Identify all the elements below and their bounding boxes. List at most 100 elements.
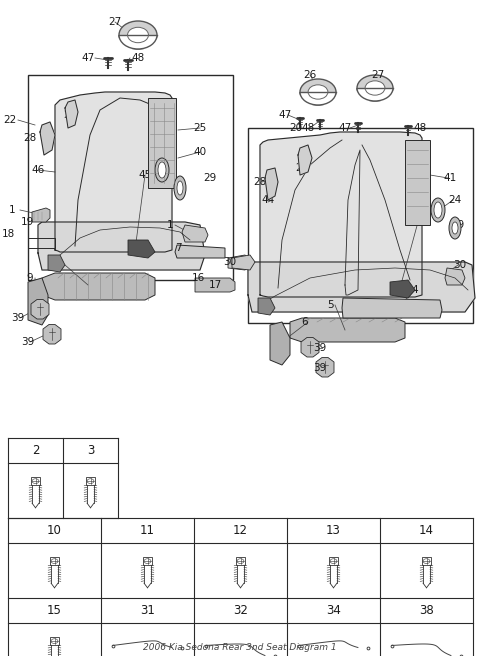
Text: 20: 20 bbox=[289, 123, 302, 133]
Bar bbox=[236, 557, 245, 565]
Text: 21: 21 bbox=[295, 163, 309, 173]
Text: 47: 47 bbox=[82, 53, 95, 63]
Bar bbox=[248, 128, 473, 323]
Polygon shape bbox=[32, 208, 50, 222]
Polygon shape bbox=[195, 278, 235, 292]
Text: 10: 10 bbox=[47, 524, 62, 537]
Ellipse shape bbox=[431, 198, 445, 222]
Polygon shape bbox=[28, 278, 48, 325]
Text: 48: 48 bbox=[301, 123, 314, 133]
Text: 29: 29 bbox=[204, 173, 216, 183]
Polygon shape bbox=[55, 92, 172, 252]
Polygon shape bbox=[48, 255, 65, 272]
Ellipse shape bbox=[177, 181, 183, 195]
Polygon shape bbox=[265, 168, 278, 200]
Polygon shape bbox=[301, 337, 319, 357]
Text: 44: 44 bbox=[262, 195, 275, 205]
Text: 14: 14 bbox=[419, 524, 434, 537]
Text: 8: 8 bbox=[57, 260, 63, 270]
Bar bbox=[119, 36, 157, 49]
Bar bbox=[148, 98, 176, 188]
Text: 22: 22 bbox=[3, 115, 17, 125]
Text: 23: 23 bbox=[63, 110, 77, 120]
Polygon shape bbox=[228, 255, 250, 270]
Polygon shape bbox=[290, 318, 405, 342]
Polygon shape bbox=[31, 300, 49, 319]
Text: 31: 31 bbox=[140, 604, 155, 617]
Text: 47: 47 bbox=[338, 123, 352, 133]
Text: 18: 18 bbox=[1, 229, 14, 239]
Text: 26: 26 bbox=[303, 70, 317, 80]
Text: 38: 38 bbox=[419, 604, 434, 617]
Text: 39: 39 bbox=[313, 343, 326, 353]
Ellipse shape bbox=[357, 75, 393, 101]
Text: 27: 27 bbox=[372, 70, 384, 80]
Text: 40: 40 bbox=[193, 147, 206, 157]
Bar bbox=[405, 140, 430, 225]
Text: 46: 46 bbox=[31, 165, 45, 175]
Text: 7: 7 bbox=[175, 243, 181, 253]
Text: 32: 32 bbox=[233, 604, 248, 617]
Polygon shape bbox=[175, 245, 225, 258]
Polygon shape bbox=[65, 100, 78, 128]
Ellipse shape bbox=[434, 202, 442, 218]
Polygon shape bbox=[270, 322, 290, 365]
Polygon shape bbox=[40, 122, 55, 155]
Polygon shape bbox=[342, 298, 442, 318]
Text: 30: 30 bbox=[454, 260, 467, 270]
Bar bbox=[28, 75, 233, 280]
Bar bbox=[329, 557, 338, 565]
Polygon shape bbox=[390, 280, 415, 298]
Polygon shape bbox=[182, 225, 208, 242]
Ellipse shape bbox=[128, 28, 148, 43]
Text: 39: 39 bbox=[313, 363, 326, 373]
Polygon shape bbox=[316, 358, 334, 377]
Polygon shape bbox=[298, 145, 312, 175]
Bar bbox=[300, 93, 336, 105]
Bar bbox=[49, 557, 60, 565]
Bar bbox=[85, 477, 96, 485]
Bar bbox=[143, 557, 153, 565]
Text: 13: 13 bbox=[326, 524, 341, 537]
Text: 24: 24 bbox=[448, 195, 462, 205]
Text: 17: 17 bbox=[208, 280, 222, 290]
Text: 39: 39 bbox=[12, 313, 24, 323]
Text: 3: 3 bbox=[87, 444, 94, 457]
Bar bbox=[49, 637, 60, 645]
Ellipse shape bbox=[174, 176, 186, 200]
Text: 6: 6 bbox=[302, 317, 308, 327]
Text: 27: 27 bbox=[108, 17, 121, 27]
Polygon shape bbox=[43, 325, 61, 344]
Polygon shape bbox=[445, 268, 465, 285]
Polygon shape bbox=[38, 222, 205, 270]
Text: 2: 2 bbox=[32, 444, 39, 457]
Text: 15: 15 bbox=[47, 604, 62, 617]
Text: 25: 25 bbox=[193, 123, 206, 133]
Polygon shape bbox=[232, 255, 255, 270]
Ellipse shape bbox=[308, 85, 328, 99]
Polygon shape bbox=[128, 240, 155, 258]
Text: 43: 43 bbox=[413, 217, 427, 227]
Text: 16: 16 bbox=[192, 273, 204, 283]
Text: 2006 Kia Sedona Rear 3nd Seat Diagram 1: 2006 Kia Sedona Rear 3nd Seat Diagram 1 bbox=[143, 643, 337, 652]
Text: 47: 47 bbox=[278, 110, 292, 120]
Text: 28: 28 bbox=[253, 177, 266, 187]
Polygon shape bbox=[260, 132, 422, 297]
Bar bbox=[357, 89, 393, 101]
Ellipse shape bbox=[158, 162, 166, 178]
Text: 11: 11 bbox=[140, 524, 155, 537]
Ellipse shape bbox=[452, 222, 458, 234]
Text: 34: 34 bbox=[326, 604, 341, 617]
Text: 12: 12 bbox=[233, 524, 248, 537]
Text: 19: 19 bbox=[20, 217, 34, 227]
Polygon shape bbox=[42, 273, 155, 300]
Bar bbox=[421, 557, 432, 565]
Text: 39: 39 bbox=[22, 337, 35, 347]
Text: 4: 4 bbox=[412, 285, 418, 295]
Text: 29: 29 bbox=[451, 220, 465, 230]
Ellipse shape bbox=[119, 21, 157, 49]
Text: 5: 5 bbox=[327, 300, 333, 310]
Text: 30: 30 bbox=[223, 257, 237, 267]
Text: 48: 48 bbox=[413, 123, 427, 133]
Polygon shape bbox=[258, 298, 275, 315]
